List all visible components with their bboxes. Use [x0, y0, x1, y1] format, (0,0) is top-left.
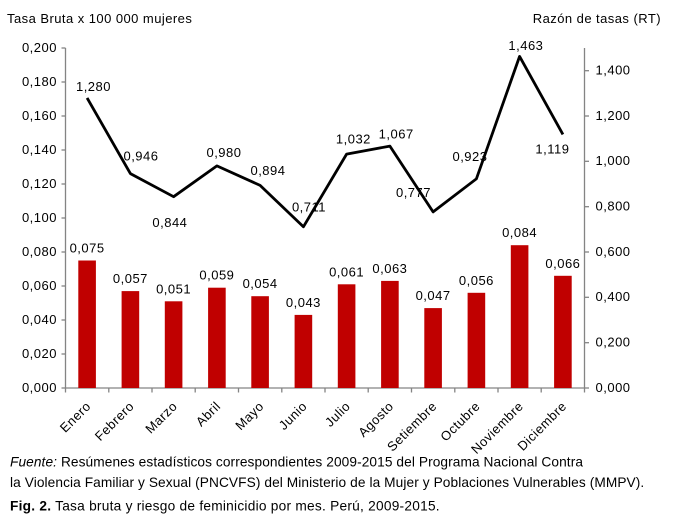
svg-text:0,040: 0,040 — [22, 312, 57, 327]
svg-text:Fuente: Resúmenes estadísticos: Fuente: Resúmenes estadísticos correspon… — [10, 455, 583, 470]
svg-text:0,075: 0,075 — [70, 241, 105, 256]
svg-text:0,120: 0,120 — [22, 176, 57, 191]
svg-text:1,067: 1,067 — [379, 127, 414, 142]
svg-text:0,000: 0,000 — [596, 380, 631, 395]
svg-text:1,200: 1,200 — [596, 108, 631, 123]
svg-text:0,063: 0,063 — [372, 261, 407, 276]
svg-text:0,020: 0,020 — [22, 346, 57, 361]
svg-text:0,894: 0,894 — [250, 163, 285, 178]
svg-text:0,100: 0,100 — [22, 210, 57, 225]
svg-text:0,140: 0,140 — [22, 142, 57, 157]
svg-text:Razón de tasas (RT): Razón de tasas (RT) — [533, 11, 661, 26]
svg-text:0,777: 0,777 — [396, 185, 431, 200]
svg-text:0,080: 0,080 — [22, 244, 57, 259]
svg-text:0,160: 0,160 — [22, 108, 57, 123]
svg-text:0,200: 0,200 — [596, 335, 631, 350]
svg-text:0,054: 0,054 — [243, 276, 278, 291]
svg-text:0,923: 0,923 — [452, 149, 487, 164]
svg-text:0,060: 0,060 — [22, 278, 57, 293]
svg-text:1,280: 1,280 — [76, 79, 111, 94]
svg-text:0,180: 0,180 — [22, 74, 57, 89]
svg-text:Tasa Bruta x 100 000 mujeres: Tasa Bruta x 100 000 mujeres — [7, 11, 192, 26]
svg-text:0,059: 0,059 — [199, 268, 234, 283]
svg-text:0,980: 0,980 — [206, 145, 241, 160]
svg-text:0,400: 0,400 — [596, 289, 631, 304]
svg-text:0,000: 0,000 — [22, 380, 57, 395]
svg-text:0,600: 0,600 — [596, 244, 631, 259]
svg-text:0,084: 0,084 — [502, 225, 537, 240]
svg-text:0,047: 0,047 — [416, 288, 451, 303]
svg-text:la Violencia Familiar y Sexual: la Violencia Familiar y Sexual (PNCVFS) … — [10, 475, 644, 490]
svg-text:0,711: 0,711 — [292, 199, 326, 214]
svg-text:1,119: 1,119 — [535, 142, 569, 157]
svg-text:0,051: 0,051 — [156, 281, 191, 296]
svg-text:0,946: 0,946 — [123, 149, 158, 164]
svg-text:0,066: 0,066 — [545, 256, 580, 271]
svg-text:1,032: 1,032 — [336, 131, 371, 146]
svg-text:0,800: 0,800 — [596, 199, 631, 214]
svg-text:1,000: 1,000 — [596, 153, 631, 168]
svg-text:1,400: 1,400 — [596, 63, 631, 78]
svg-text:0,056: 0,056 — [459, 273, 494, 288]
svg-text:Fig. 2. Tasa bruta y riesgo de: Fig. 2. Tasa bruta y riesgo de feminicid… — [10, 499, 440, 514]
svg-text:1,463: 1,463 — [508, 38, 543, 53]
svg-text:0,200: 0,200 — [22, 40, 57, 55]
svg-text:0,061: 0,061 — [329, 264, 364, 279]
svg-text:0,043: 0,043 — [286, 295, 321, 310]
svg-text:0,057: 0,057 — [113, 271, 148, 286]
svg-text:0,844: 0,844 — [152, 215, 187, 230]
